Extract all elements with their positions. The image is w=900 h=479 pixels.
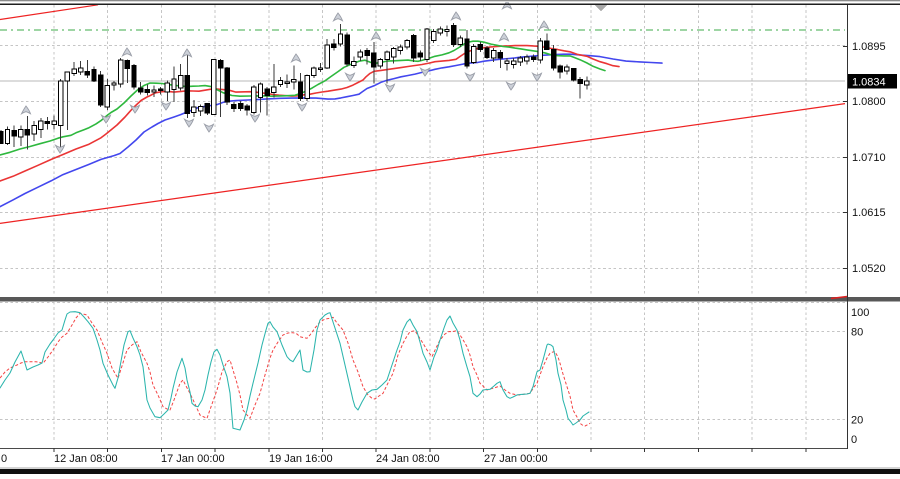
svg-text:1.0520: 1.0520 <box>852 263 886 275</box>
svg-text:12 Jan 08:00: 12 Jan 08:00 <box>54 453 118 465</box>
svg-text:0: 0 <box>1 453 7 465</box>
svg-text:1.0895: 1.0895 <box>852 41 886 53</box>
svg-text:0: 0 <box>851 434 857 446</box>
svg-text:20: 20 <box>851 415 863 427</box>
svg-text:17 Jan 00:00: 17 Jan 00:00 <box>161 453 225 465</box>
svg-text:1.0710: 1.0710 <box>852 152 886 164</box>
svg-text:80: 80 <box>851 327 863 339</box>
svg-text:24 Jan 08:00: 24 Jan 08:00 <box>376 453 440 465</box>
svg-text:19 Jan 16:00: 19 Jan 16:00 <box>269 453 333 465</box>
svg-text:100: 100 <box>851 307 869 319</box>
svg-text:1.0834: 1.0834 <box>852 77 886 89</box>
svg-text:1.0615: 1.0615 <box>852 207 886 219</box>
svg-text:27 Jan 00:00: 27 Jan 00:00 <box>484 453 548 465</box>
svg-text:1.0800: 1.0800 <box>852 96 886 108</box>
